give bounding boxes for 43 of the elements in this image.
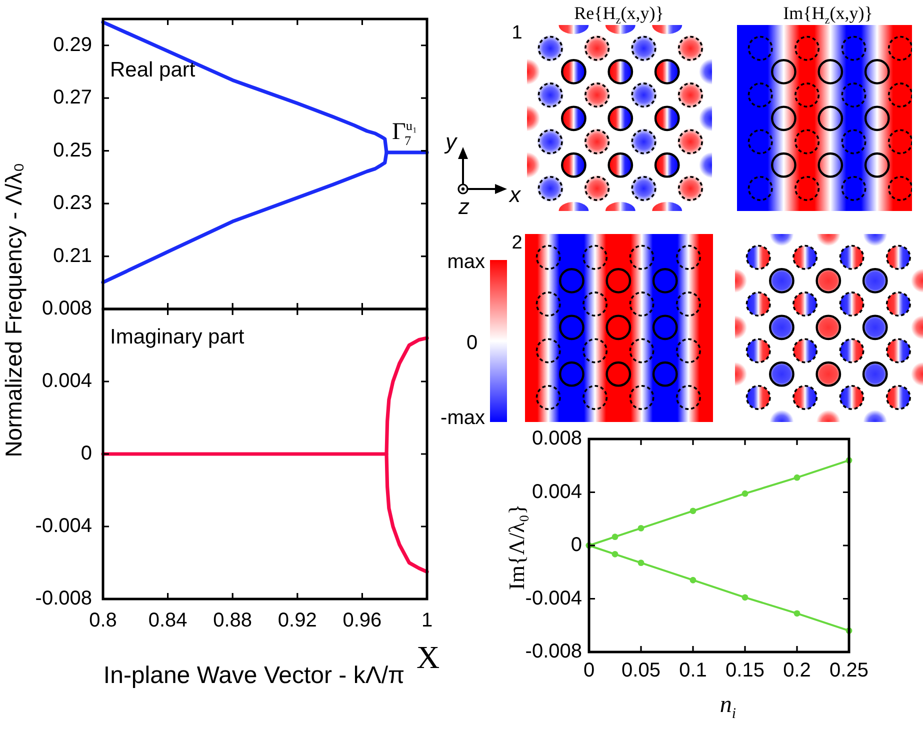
x-tick-label: 0.84: [148, 610, 188, 632]
text: 0: [466, 332, 478, 354]
x-tick-label: 0.05: [622, 660, 660, 682]
text: x: [510, 182, 520, 207]
x-tick-label: 0.88: [213, 610, 252, 632]
x-tick-label: 1: [421, 610, 433, 632]
y-tick-label: 0.004: [532, 480, 582, 503]
x-tick-label: 0.1: [679, 660, 707, 682]
text: y: [446, 129, 456, 154]
x-tick-label: 0.92: [278, 610, 317, 632]
text: Re{H$_{z}$(x,y)}: [574, 3, 664, 27]
text: X: [416, 639, 440, 675]
y-tick-label: -0.008: [35, 588, 92, 610]
x-tick-label: 0.2: [783, 660, 811, 682]
y-tick-label: 0.008: [532, 428, 582, 450]
x-tick-label: 0.15: [726, 660, 764, 682]
y-axis-title: Normalized Frequency - Λ/λ₀: [0, 162, 26, 458]
text: z: [458, 194, 470, 219]
text: max: [447, 251, 485, 273]
y-tick-label: 0.21: [53, 244, 92, 267]
text: Im{H$_{z}$(x,y)}: [783, 3, 873, 27]
text: -max: [440, 407, 485, 429]
y-tick-label: -0.004: [35, 515, 92, 538]
annotation: Imaginary part: [110, 326, 244, 348]
text: 2: [512, 232, 522, 254]
annotation: Real part: [110, 58, 196, 82]
x-tick-label: 0.25: [830, 660, 868, 682]
y-axis-title: Im{Λ/λ₀}: [504, 504, 529, 590]
y-tick-label: 0.25: [53, 139, 92, 162]
y-tick-label: -0.008: [525, 640, 582, 663]
x-axis-title: n$_{i}$: [720, 692, 736, 722]
y-tick-label: 0.23: [53, 192, 92, 214]
y-tick-label: 0.008: [42, 298, 92, 320]
x-tick-label: 0.8: [89, 610, 117, 632]
y-tick-label: -0.004: [525, 587, 582, 610]
text: 1: [512, 22, 522, 44]
y-tick-label: 0: [80, 442, 92, 465]
y-tick-label: 0.27: [53, 86, 92, 109]
y-tick-label: 0: [570, 534, 582, 556]
x-axis-title: In-plane Wave Vector - kΛ/π: [103, 662, 405, 689]
x-tick-label: 0.96: [342, 610, 382, 632]
y-tick-label: 0.004: [42, 370, 92, 392]
y-tick-label: 0.29: [53, 34, 92, 56]
